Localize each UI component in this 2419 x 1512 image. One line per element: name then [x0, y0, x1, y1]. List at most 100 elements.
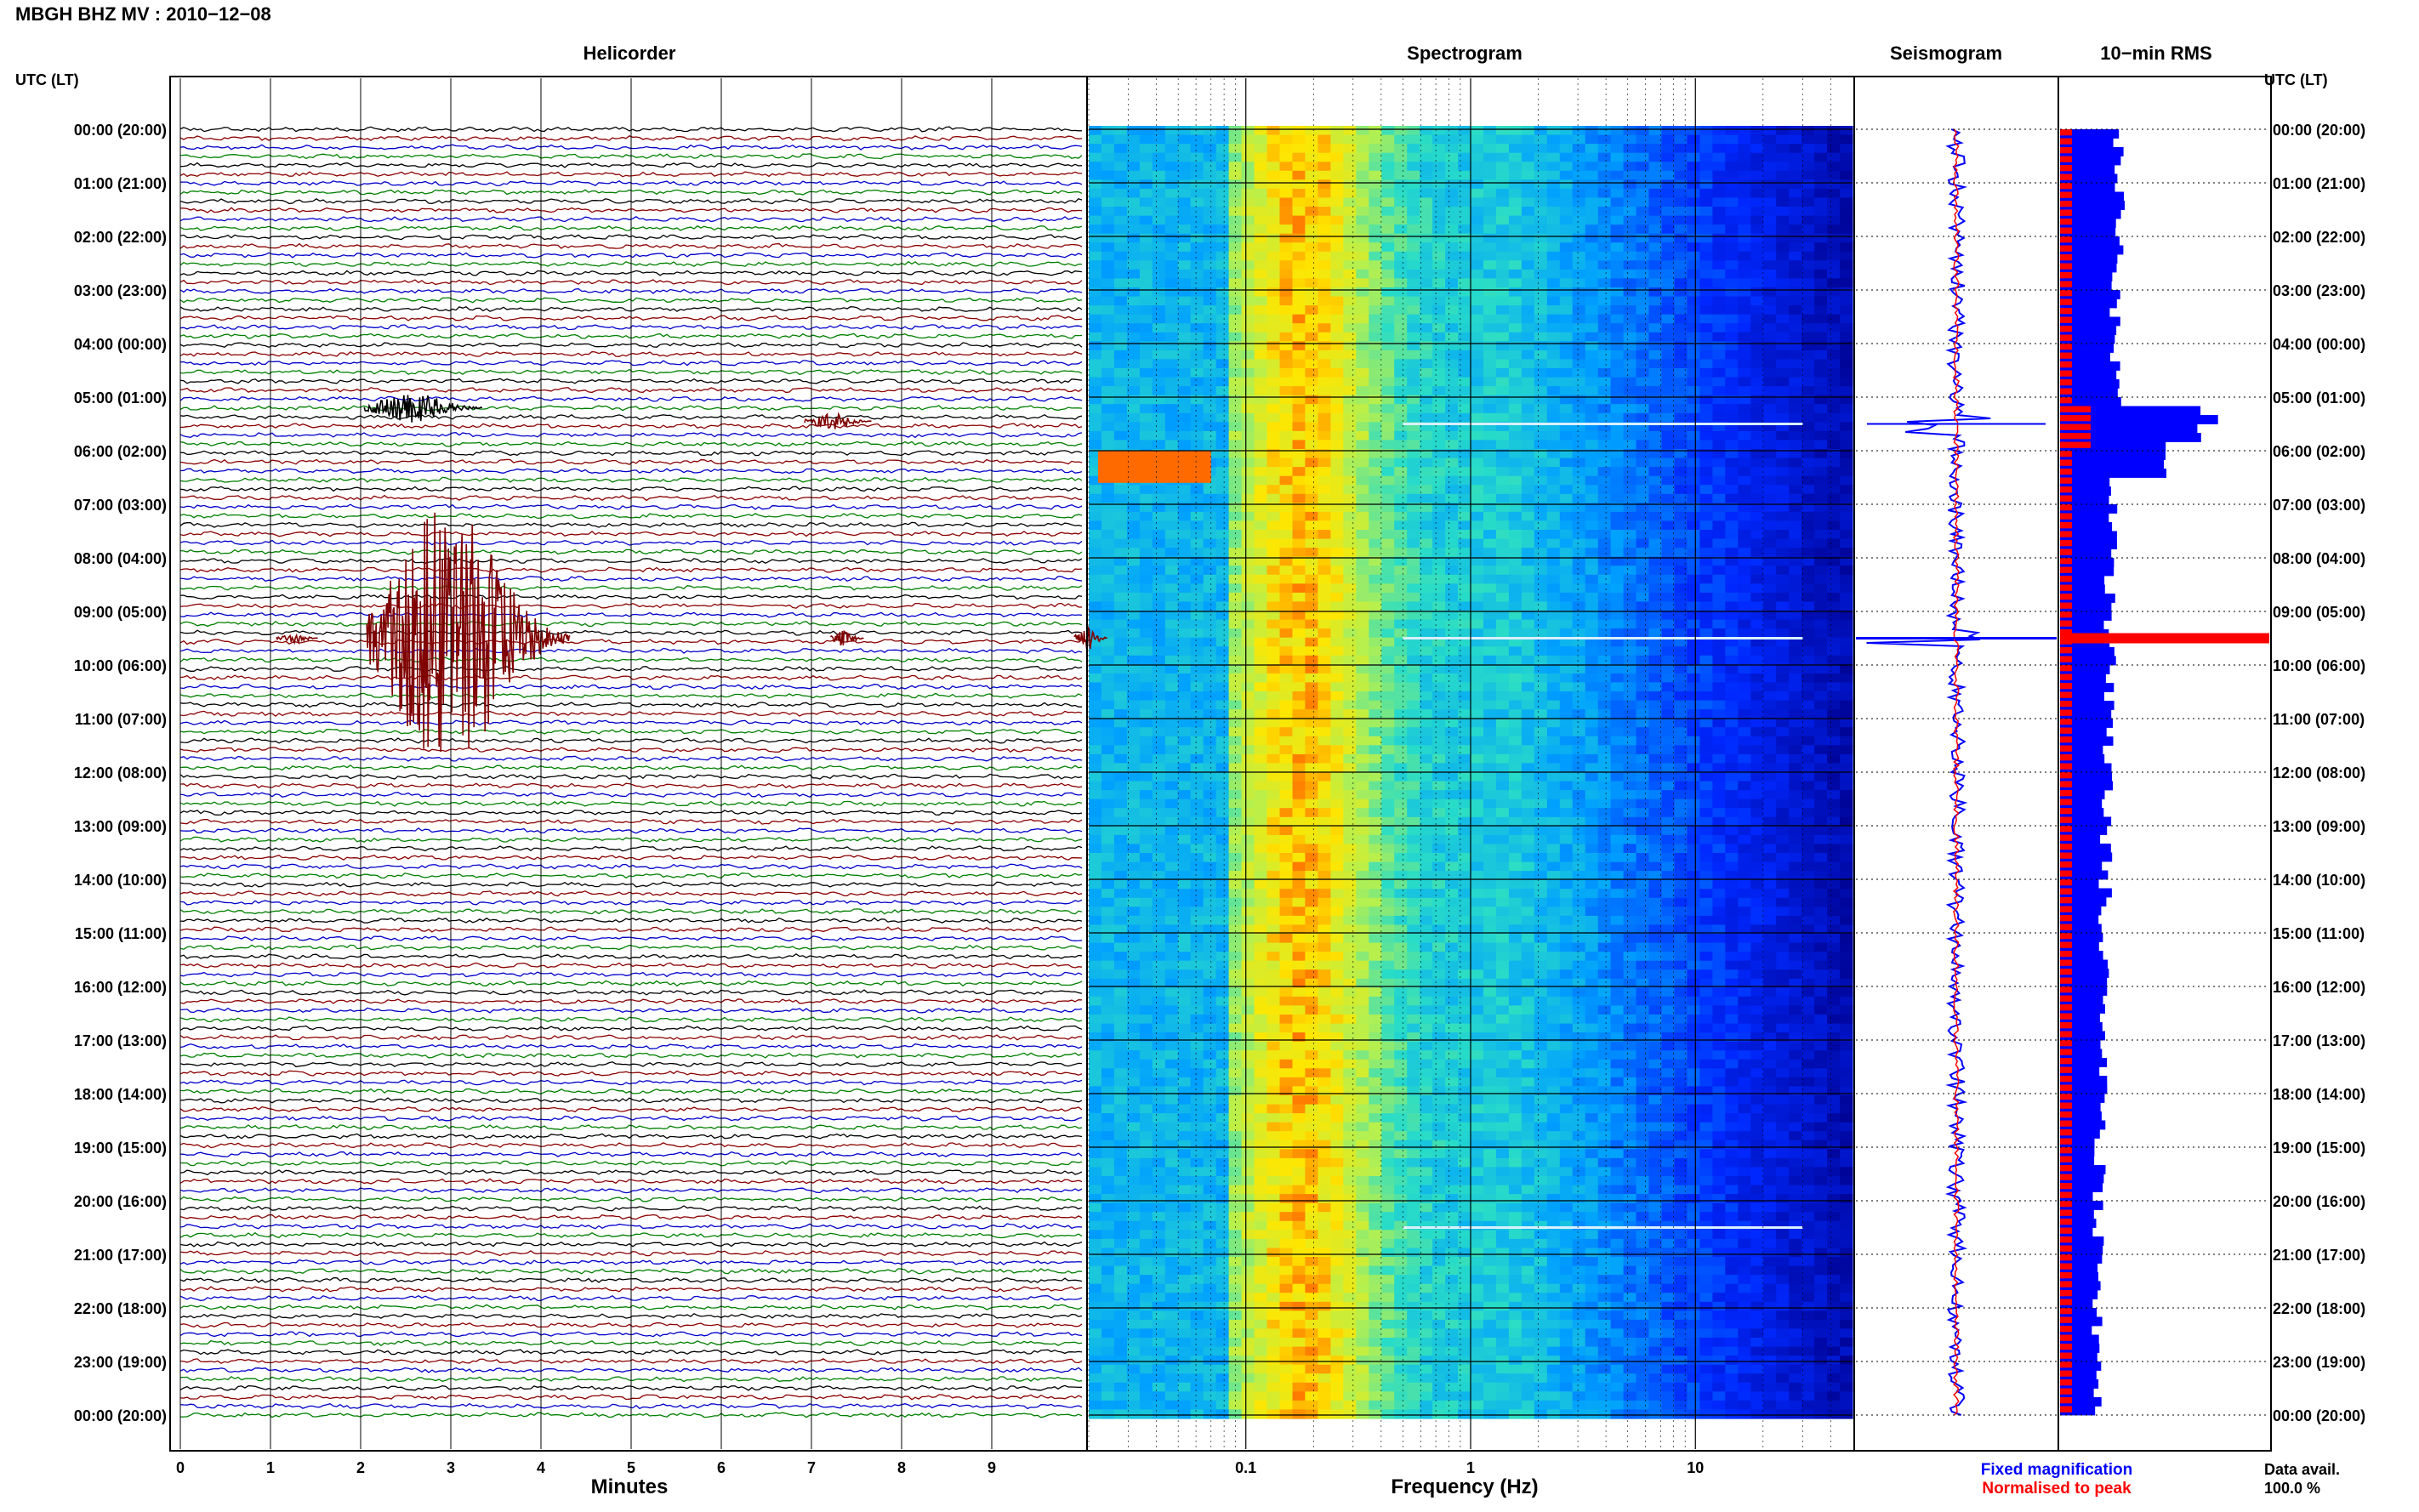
spectrogram-cell	[1152, 691, 1166, 702]
spectrogram-cell	[1420, 753, 1433, 765]
spectrogram-cell	[1215, 574, 1230, 584]
spectrogram-cell	[1139, 709, 1153, 719]
spectrogram-cell	[1712, 278, 1726, 288]
spectrogram-cell	[1394, 611, 1408, 621]
spectrogram-cell	[1305, 341, 1318, 351]
spectrogram-cell	[1292, 520, 1306, 531]
spectrogram-cell	[1483, 566, 1497, 576]
spectrogram-cell	[1305, 808, 1318, 818]
spectrogram-cell	[1266, 305, 1281, 315]
spectrogram-cell	[1420, 790, 1433, 800]
spectrogram-cell	[1712, 583, 1726, 594]
spectrogram-cell	[1318, 134, 1331, 145]
spectrogram-cell	[1840, 475, 1853, 486]
spectrogram-cell	[1101, 745, 1115, 755]
spectrogram-cell	[1369, 682, 1382, 692]
spectrogram-cell	[1152, 790, 1166, 800]
spectrogram-cell	[1471, 323, 1484, 333]
spectrogram-cell	[1089, 682, 1102, 692]
spectrogram-cell	[1789, 215, 1802, 225]
spectrogram-cell	[1266, 816, 1281, 827]
spectrogram-cell	[1585, 188, 1599, 199]
spectrogram-cell	[1190, 323, 1204, 333]
spectrogram-cell	[1343, 646, 1357, 657]
spectrogram-cell	[1330, 673, 1344, 684]
spectrogram-cell	[1089, 144, 1102, 154]
spectrogram-cell	[1559, 592, 1574, 603]
spectrogram-cell	[1279, 664, 1294, 674]
spectrogram-cell	[1827, 574, 1841, 584]
spectrogram-cell	[1407, 637, 1420, 647]
spectrogram-cell	[1343, 709, 1357, 719]
spectrogram-cell	[1177, 861, 1192, 872]
spectrogram-cell	[1318, 611, 1331, 621]
spectrogram-cell	[1483, 475, 1497, 486]
spectrogram-cell	[1445, 225, 1459, 235]
spectrogram-cell	[1432, 215, 1446, 225]
spectrogram-cell	[1279, 412, 1294, 423]
spectrogram-cell	[1738, 207, 1751, 217]
spectrogram-cell	[1623, 566, 1637, 576]
spectrogram-cell	[1152, 826, 1166, 836]
spectrogram-cell	[1750, 816, 1764, 827]
spectrogram-cell	[1318, 727, 1331, 737]
spectrogram-cell	[1215, 781, 1230, 791]
spectrogram-cell	[1126, 853, 1141, 863]
spectrogram-cell	[1789, 332, 1802, 342]
spectrogram-cell	[1508, 611, 1523, 621]
spectrogram-cell	[1801, 511, 1815, 522]
spectrogram-cell	[1597, 799, 1612, 809]
spectrogram-cell	[1126, 287, 1141, 298]
spectrogram-cell	[1585, 682, 1599, 692]
spectrogram-cell	[1534, 485, 1548, 495]
spectrogram-cell	[1305, 386, 1318, 396]
spectrogram-cell	[1483, 637, 1497, 647]
spectrogram-cell	[1750, 736, 1764, 746]
spectrogram-cell	[1113, 673, 1128, 684]
spectrogram-cell	[1394, 637, 1408, 647]
spectrogram-cell	[1305, 601, 1318, 611]
spectrogram-cell	[1801, 197, 1815, 207]
spectrogram-cell	[1381, 781, 1395, 791]
spectrogram-cell	[1139, 628, 1153, 639]
spectrogram-cell	[1241, 493, 1255, 503]
spectrogram-cell	[1241, 664, 1255, 674]
spectrogram-cell	[1508, 269, 1523, 280]
spectrogram-cell	[1445, 583, 1459, 594]
spectrogram-cell	[1789, 188, 1802, 199]
spectrogram-cell	[1534, 816, 1548, 827]
spectrogram-cell	[1776, 655, 1790, 665]
spectrogram-cell	[1559, 700, 1574, 710]
spectrogram-cell	[1254, 664, 1268, 674]
spectrogram-cell	[1241, 386, 1255, 396]
spectrogram-cell	[1712, 646, 1726, 657]
spectrogram-cell	[1113, 430, 1128, 441]
spectrogram-cell	[1101, 134, 1115, 145]
spectrogram-cell	[1623, 404, 1637, 414]
spectrogram-cell	[1840, 144, 1853, 154]
spectrogram-cell	[1610, 314, 1625, 324]
spectrogram-cell	[1521, 162, 1535, 172]
spectrogram-cell	[1521, 395, 1535, 405]
spectrogram-cell	[1636, 430, 1650, 441]
spectrogram-cell	[1292, 646, 1306, 657]
spectrogram-cell	[1572, 700, 1586, 710]
spectrogram-cell	[1407, 296, 1420, 306]
spectrogram-cell	[1279, 745, 1294, 755]
spectrogram-cell	[1369, 242, 1382, 253]
spectrogram-cell	[1445, 242, 1459, 253]
spectrogram-cell	[1407, 278, 1420, 288]
spectrogram-cell	[1572, 511, 1586, 522]
spectrogram-cell	[1495, 314, 1510, 324]
spectrogram-cell	[1597, 700, 1612, 710]
spectrogram-cell	[1661, 790, 1676, 800]
spectrogram-cell	[1305, 816, 1318, 827]
spectrogram-cell	[1203, 871, 1217, 881]
spectrogram-cell	[1597, 377, 1612, 387]
spectrogram-cell	[1139, 556, 1153, 566]
spectrogram-cell	[1572, 467, 1586, 477]
spectrogram-cell	[1814, 646, 1828, 657]
spectrogram-cell	[1164, 511, 1179, 522]
spectrogram-cell	[1814, 619, 1828, 629]
spectrogram-cell	[1699, 682, 1713, 692]
